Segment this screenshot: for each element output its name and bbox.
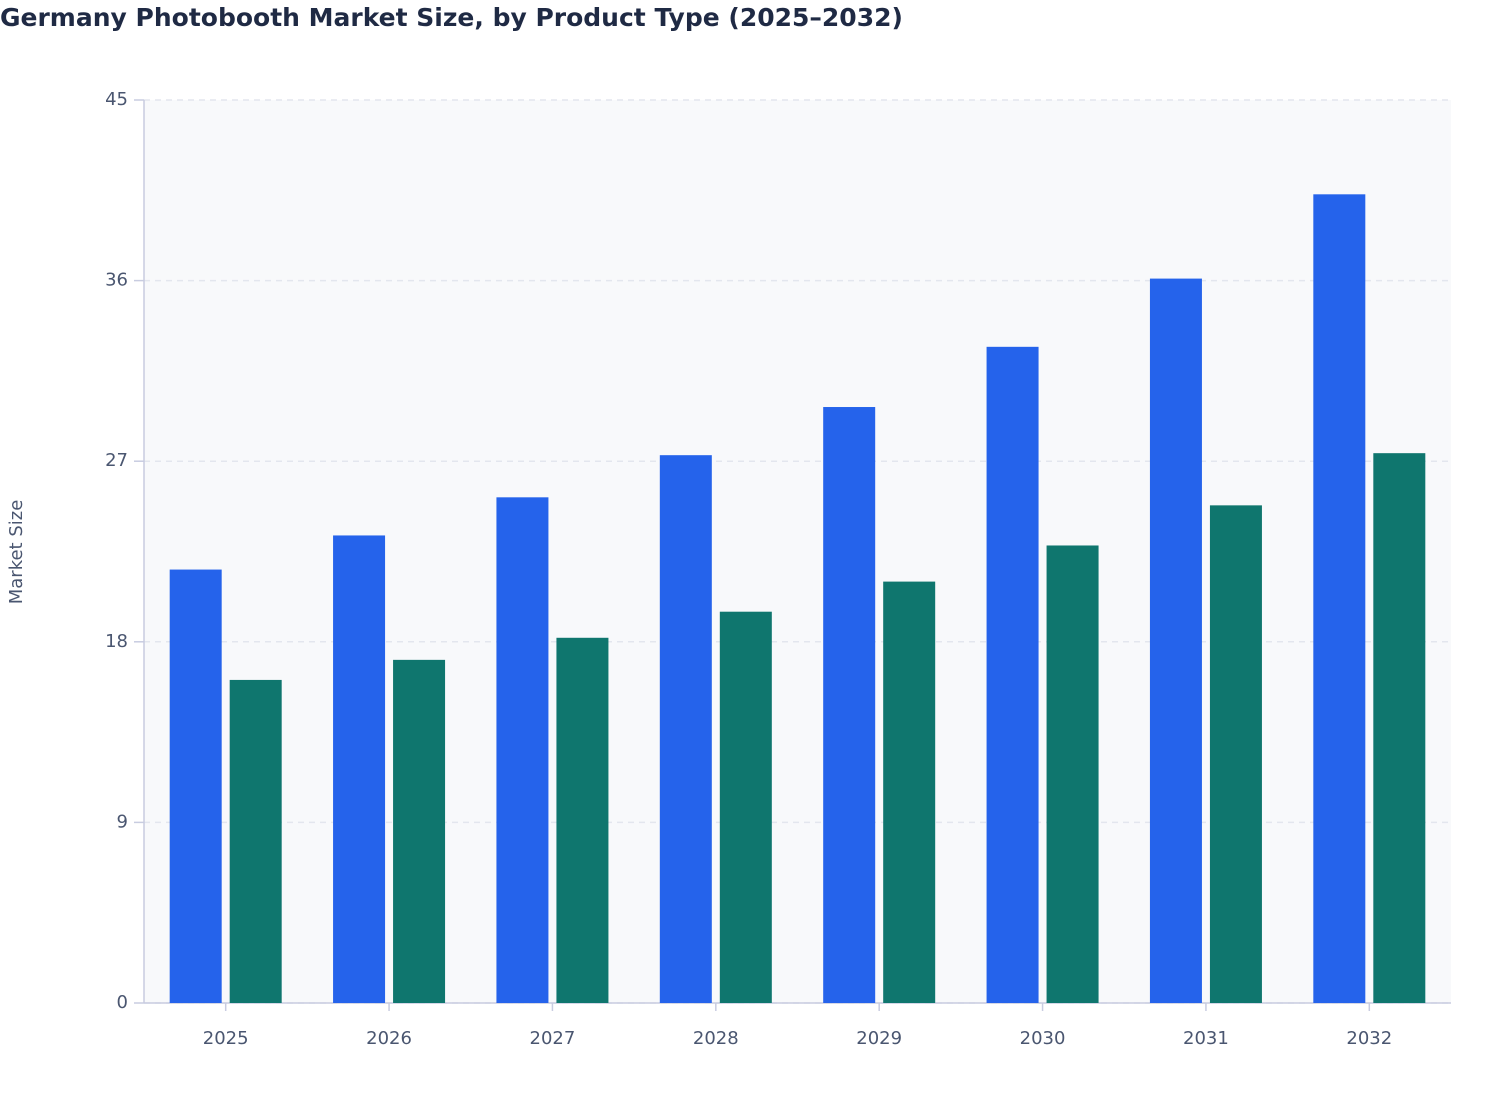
y-tick-label: 18: [105, 631, 128, 652]
bar: [1149, 278, 1202, 1003]
bar: [556, 637, 609, 1003]
bar: [1373, 453, 1426, 1003]
bar: [659, 455, 712, 1003]
x-tick-label: 2030: [1020, 1028, 1066, 1049]
bar: [393, 659, 446, 1003]
bar: [986, 346, 1039, 1003]
x-tick-label: 2026: [366, 1028, 412, 1049]
y-tick-label: 36: [105, 270, 128, 291]
chart-title: Germany Photobooth Market Size, by Produ…: [0, 3, 903, 32]
bar: [229, 679, 282, 1003]
y-tick-label: 9: [117, 811, 128, 832]
x-tick-label: 2025: [203, 1028, 249, 1049]
y-tick-label: 0: [117, 992, 128, 1013]
bar: [496, 497, 549, 1003]
bar: [823, 407, 876, 1003]
x-tick-label: 2028: [693, 1028, 739, 1049]
bar: [1313, 194, 1366, 1003]
bar: [719, 611, 772, 1003]
x-tick-label: 2032: [1346, 1028, 1392, 1049]
x-tick-label: 2029: [856, 1028, 902, 1049]
bar: [1209, 505, 1262, 1003]
x-tick-label: 2027: [530, 1028, 576, 1049]
y-tick-label: 45: [105, 89, 128, 110]
bar: [333, 535, 386, 1003]
bar: [883, 581, 936, 1003]
bar: [1046, 545, 1099, 1003]
y-tick-label: 27: [105, 450, 128, 471]
y-axis-label: Market Size: [6, 500, 27, 605]
x-tick-label: 2031: [1183, 1028, 1229, 1049]
bar: [169, 569, 222, 1003]
